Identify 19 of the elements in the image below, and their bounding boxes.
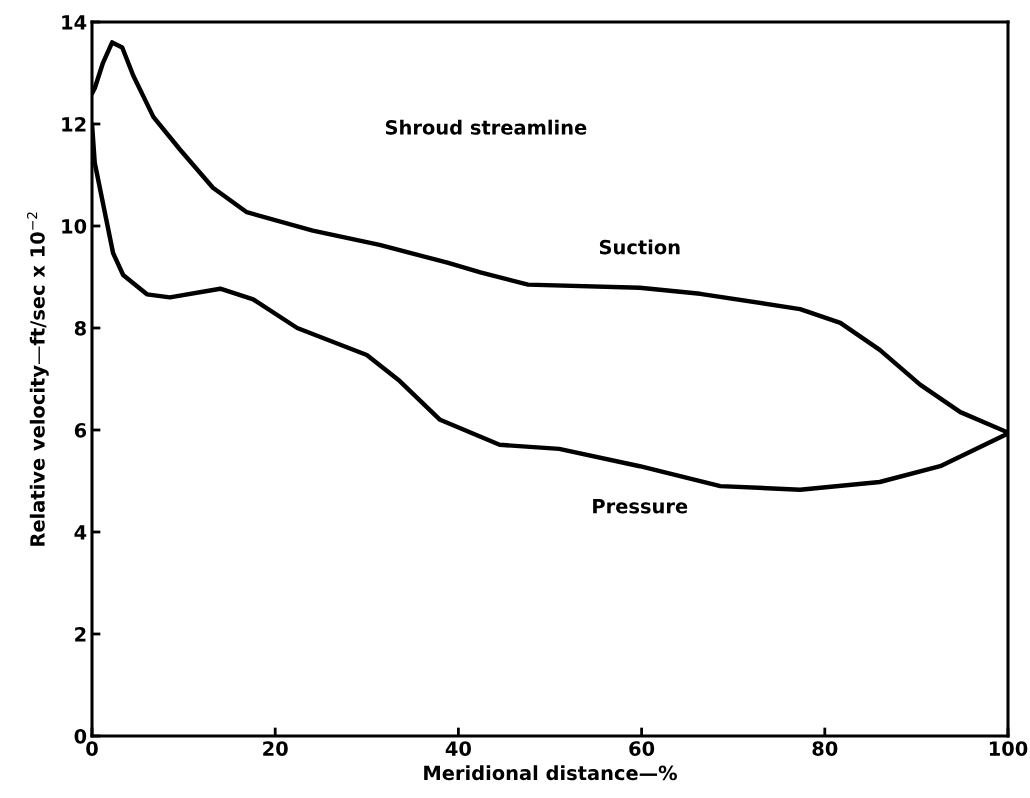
y-tick-label: 10 bbox=[62, 218, 87, 234]
y-tick-label: 2 bbox=[75, 626, 86, 642]
y-tick-label: 6 bbox=[74, 422, 87, 438]
x-tick-label: 60 bbox=[629, 741, 655, 756]
y-tick-label: 0 bbox=[74, 728, 87, 744]
y-axis-title: Relative velocity—ft/sec x 10$^{−2}$ bbox=[27, 212, 49, 546]
annotation: Shroud streamline bbox=[385, 119, 587, 135]
x-tick-label: 100 bbox=[989, 741, 1028, 756]
x-tick-label: 80 bbox=[812, 741, 838, 756]
x-tick-label: 0 bbox=[86, 741, 98, 756]
y-tick-label: 12 bbox=[62, 116, 86, 132]
x-tick-label: 40 bbox=[445, 741, 471, 756]
x-tick-label: 20 bbox=[263, 741, 288, 756]
series-label: Pressure bbox=[593, 499, 688, 514]
y-tick-label: 14 bbox=[62, 15, 87, 30]
y-tick-label: 8 bbox=[74, 320, 86, 336]
series-label: Suction bbox=[599, 239, 680, 255]
y-tick-label: 4 bbox=[74, 525, 87, 540]
x-axis-title: Meridional distance—% bbox=[424, 765, 677, 781]
